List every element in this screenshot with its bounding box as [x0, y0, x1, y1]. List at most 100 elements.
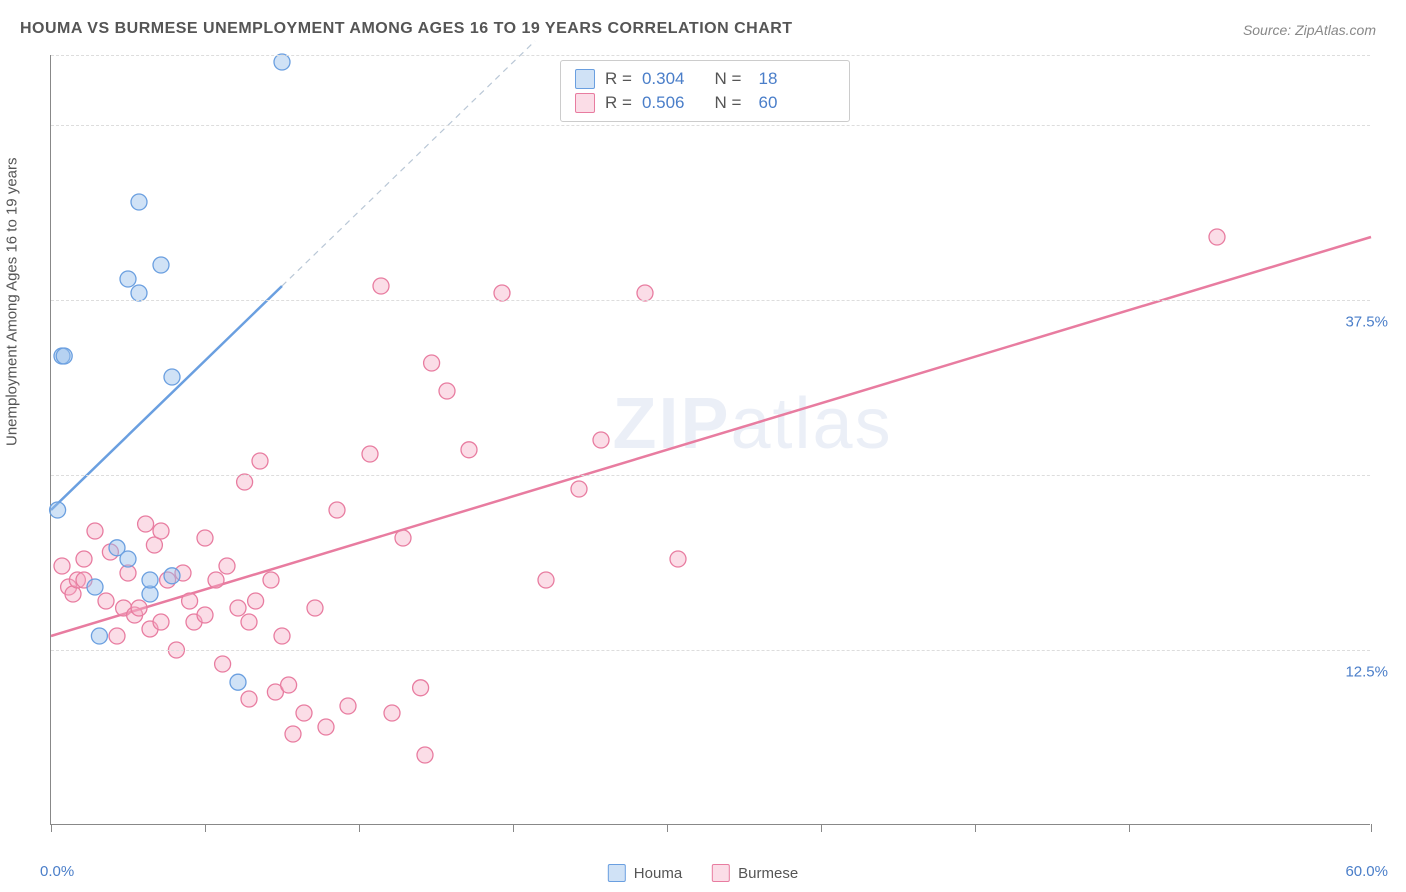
burmese-point [281, 677, 297, 693]
x-tick [205, 824, 206, 832]
houma-swatch-icon [575, 69, 595, 89]
burmese-point [153, 614, 169, 630]
burmese-point [138, 516, 154, 532]
y-axis-label: Unemployment Among Ages 16 to 19 years [4, 157, 21, 446]
legend-label: Burmese [738, 865, 798, 882]
burmese-point [197, 530, 213, 546]
burmese-point [340, 698, 356, 714]
burmese-point [307, 600, 323, 616]
houma-point [56, 348, 72, 364]
stats-r-value: 0.506 [642, 93, 685, 113]
legend-item-houma: Houma [608, 864, 682, 882]
burmese-point [252, 453, 268, 469]
burmese-point [373, 278, 389, 294]
x-tick [1129, 824, 1130, 832]
x-tick [975, 824, 976, 832]
burmese-point [362, 446, 378, 462]
burmese-point [248, 593, 264, 609]
stats-n-label: N = [714, 69, 741, 89]
burmese-regression-line [51, 237, 1371, 636]
burmese-point [593, 432, 609, 448]
houma-point [131, 194, 147, 210]
houma-point [164, 568, 180, 584]
houma-point [87, 579, 103, 595]
houma-point [91, 628, 107, 644]
burmese-point [98, 593, 114, 609]
burmese-point [215, 656, 231, 672]
houma-point [153, 257, 169, 273]
x-tick [667, 824, 668, 832]
stats-r-value: 0.304 [642, 69, 685, 89]
x-tick-label: 0.0% [40, 863, 74, 880]
houma-regression-dash [282, 41, 535, 286]
burmese-point [417, 747, 433, 763]
chart-title: HOUMA VS BURMESE UNEMPLOYMENT AMONG AGES… [20, 20, 793, 38]
burmese-point [87, 523, 103, 539]
gridline-h [51, 475, 1370, 476]
burmese-point [384, 705, 400, 721]
x-tick [513, 824, 514, 832]
x-tick [1371, 824, 1372, 832]
plot-svg [51, 55, 1370, 824]
houma-point [120, 551, 136, 567]
burmese-point [109, 628, 125, 644]
y-tick-label: 37.5% [1345, 314, 1388, 331]
legend-item-burmese: Burmese [712, 864, 798, 882]
houma-point [230, 674, 246, 690]
source-attribution: Source: ZipAtlas.com [1243, 22, 1376, 38]
burmese-point [329, 502, 345, 518]
burmese-point [131, 600, 147, 616]
stats-n-value: 60 [751, 93, 777, 113]
burmese-point [241, 691, 257, 707]
burmese-point [197, 607, 213, 623]
burmese-point [494, 285, 510, 301]
burmese-point [263, 572, 279, 588]
x-tick [51, 824, 52, 832]
burmese-point [230, 600, 246, 616]
burmese-point [538, 572, 554, 588]
burmese-point [318, 719, 334, 735]
burmese-point [208, 572, 224, 588]
gridline-h [51, 650, 1370, 651]
legend-label: Houma [634, 865, 682, 882]
houma-point [164, 369, 180, 385]
stats-r-label: R = [605, 93, 632, 113]
gridline-h [51, 125, 1370, 126]
y-tick-label: 12.5% [1345, 664, 1388, 681]
burmese-point [153, 523, 169, 539]
burmese-point [54, 558, 70, 574]
houma-point [142, 572, 158, 588]
burmese-point [571, 481, 587, 497]
burmese-point [76, 551, 92, 567]
burmese-point [237, 474, 253, 490]
burmese-point [395, 530, 411, 546]
houma-point [131, 285, 147, 301]
burmese-point [219, 558, 235, 574]
stats-n-label: N = [714, 93, 741, 113]
x-tick [821, 824, 822, 832]
stats-row-burmese: R = 0.506 N = 60 [575, 91, 835, 115]
burmese-point [670, 551, 686, 567]
x-tick-label: 60.0% [1345, 863, 1388, 880]
houma-point [274, 54, 290, 70]
gridline-h [51, 55, 1370, 56]
burmese-point [274, 628, 290, 644]
burmese-legend-swatch-icon [712, 864, 730, 882]
burmese-point [296, 705, 312, 721]
burmese-point [413, 680, 429, 696]
stats-r-label: R = [605, 69, 632, 89]
bottom-legend: Houma Burmese [608, 864, 798, 882]
gridline-h [51, 300, 1370, 301]
houma-point [120, 271, 136, 287]
burmese-point [461, 442, 477, 458]
houma-legend-swatch-icon [608, 864, 626, 882]
burmese-point [439, 383, 455, 399]
burmese-swatch-icon [575, 93, 595, 113]
x-tick [359, 824, 360, 832]
burmese-point [637, 285, 653, 301]
burmese-point [1209, 229, 1225, 245]
burmese-point [424, 355, 440, 371]
stats-n-value: 18 [751, 69, 777, 89]
houma-point [50, 502, 66, 518]
correlation-stats-box: R = 0.304 N = 18 R = 0.506 N = 60 [560, 60, 850, 122]
